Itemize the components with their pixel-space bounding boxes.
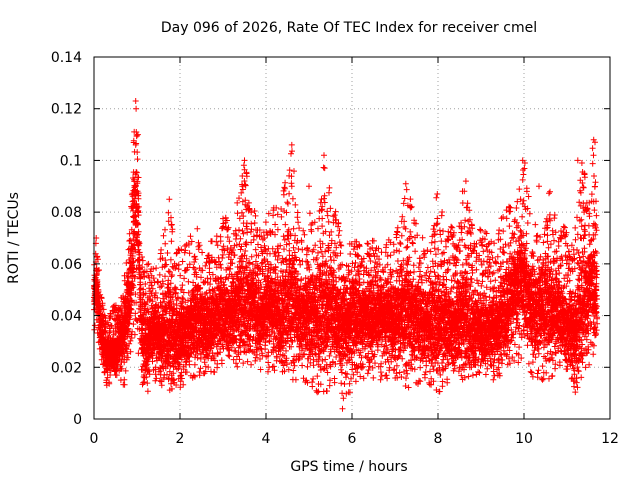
y-axis-label: ROTI / TECUs bbox=[6, 192, 22, 284]
x-tick-label: 4 bbox=[262, 431, 271, 447]
y-tick-label: 0.1 bbox=[60, 153, 82, 169]
x-tick-label: 8 bbox=[434, 431, 443, 447]
axis-ticks: 0 2 4 6 8 10 12 0 0.02 0.04 0.06 0.08 0.1 0.12 0.14 bbox=[51, 50, 619, 447]
y-tick-label: 0.02 bbox=[51, 360, 82, 376]
x-tick-label: 10 bbox=[515, 431, 533, 447]
chart-title: Day 096 of 2026, Rate Of TEC Index for r… bbox=[161, 20, 537, 36]
x-tick-label: 12 bbox=[601, 431, 619, 447]
x-tick-label: 6 bbox=[348, 431, 357, 447]
y-tick-label: 0.14 bbox=[51, 50, 82, 66]
y-tick-label: 0.04 bbox=[51, 309, 82, 325]
y-tick-label: 0 bbox=[73, 412, 82, 428]
y-tick-label: 0.12 bbox=[51, 102, 82, 118]
x-axis-label: GPS time / hours bbox=[290, 459, 407, 475]
x-tick-label: 0 bbox=[90, 431, 99, 447]
y-tick-label: 0.08 bbox=[51, 205, 82, 221]
x-tick-label: 2 bbox=[176, 431, 185, 447]
y-tick-label: 0.06 bbox=[51, 257, 82, 273]
